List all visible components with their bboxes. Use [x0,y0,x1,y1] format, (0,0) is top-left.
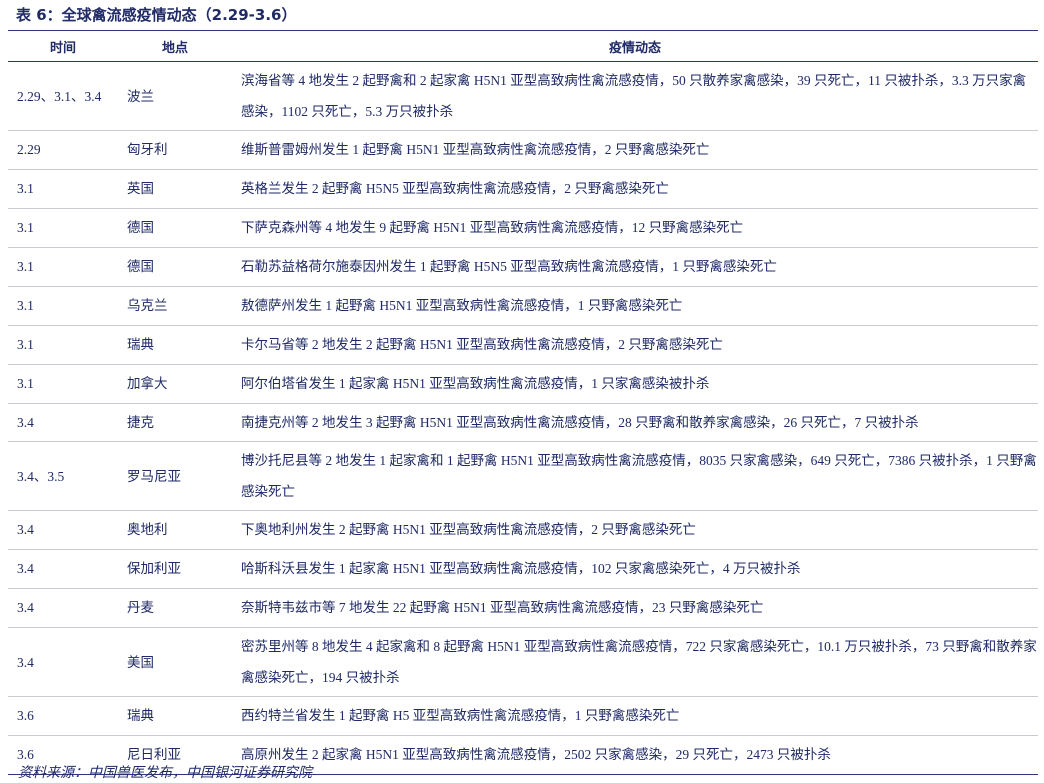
header-row: 时间 地点 疫情动态 [8,30,1038,62]
table-cell: 奥地利 [118,510,232,550]
table-cell: 美国 [118,627,232,697]
table-cell: 下奥地利州发生 2 起野禽 H5N1 亚型高致病性禽流感疫情，2 只野禽感染死亡 [232,510,1038,550]
table-cell: 3.1 [8,208,118,248]
table-cell: 瑞典 [118,325,232,365]
table-cell: 英格兰发生 2 起野禽 H5N5 亚型高致病性禽流感疫情，2 只野禽感染死亡 [232,169,1038,209]
table-cell: 3.4 [8,549,118,589]
table-row: 3.1 瑞典 卡尔马省等 2 地发生 2 起野禽 H5N1 亚型高致病性禽流感疫情，… [8,325,1038,365]
table-cell: 瑞典 [118,696,232,736]
table-cell: 阿尔伯塔省发生 1 起家禽 H5N1 亚型高致病性禽流感疫情，1 只家禽感染被扑… [232,364,1038,404]
table-cell: 高原州发生 2 起家禽 H5N1 亚型高致病性禽流感疫情，2502 只家禽感染，… [232,735,1038,775]
table-cell: 波兰 [118,61,232,131]
table-cell: 3.4 [8,403,118,442]
table-row: 3.4 美国 密苏里州等 8 地发生 4 起家禽和 8 起野禽 H5N1 亚型高致病… [8,627,1038,697]
table-row: 3.4 捷克 南捷克州等 2 地发生 3 起野禽 H5N1 亚型高致病性禽流感疫情，… [8,403,1038,442]
table-title: 表 6：全球禽流感疫情动态（2.29-3.6） [16,6,297,24]
table-row: 3.1 德国 下萨克森州等 4 地发生 9 起野禽 H5N1 亚型高致病性禽流感疫情… [8,208,1038,248]
table-cell: 卡尔马省等 2 地发生 2 起野禽 H5N1 亚型高致病性禽流感疫情，2 只野禽… [232,325,1038,365]
table-row: 3.6 尼日利亚 高原州发生 2 起家禽 H5N1 亚型高致病性禽流感疫情，2502… [8,735,1038,775]
table-cell: 乌克兰 [118,286,232,326]
table-row: 3.1 德国 石勒苏益格荷尔施泰因州发生 1 起野禽 H5N5 亚型高致病性禽流感疫… [8,247,1038,287]
table-cell: 3.1 [8,169,118,209]
table-cell: 尼日利亚 [118,735,232,775]
table-cell: 捷克 [118,403,232,442]
table-row: 3.4 保加利亚 哈斯科沃县发生 1 起家禽 H5N1 亚型高致病性禽流感疫情，10… [8,549,1038,589]
table-cell: 匈牙利 [118,130,232,170]
table-cell: 英国 [118,169,232,209]
table-row: 3.4、3.5 罗马尼亚 博沙托尼县等 2 地发生 1 起家禽和 1 起野禽 H5N… [8,441,1038,511]
table-cell: 2.29 [8,130,118,170]
table-cell: 哈斯科沃县发生 1 起家禽 H5N1 亚型高致病性禽流感疫情，102 只家禽感染… [232,549,1038,589]
table-cell: 南捷克州等 2 地发生 3 起野禽 H5N1 亚型高致病性禽流感疫情，28 只野… [232,403,1038,442]
table-cell: 密苏里州等 8 地发生 4 起家禽和 8 起野禽 H5N1 亚型高致病性禽流感疫… [232,627,1038,697]
table-cell: 3.6 [8,696,118,736]
table-cell: 保加利亚 [118,549,232,589]
table-cell: 西约特兰省发生 1 起野禽 H5 亚型高致病性禽流感疫情，1 只野禽感染死亡 [232,696,1038,736]
column-header: 地点 [118,30,232,62]
table-cell: 罗马尼亚 [118,441,232,511]
column-header: 时间 [8,30,118,62]
table-cell: 3.4 [8,510,118,550]
table-row: 3.1 乌克兰 敖德萨州发生 1 起野禽 H5N1 亚型高致病性禽流感疫情，1 只野… [8,286,1038,326]
table-cell: 加拿大 [118,364,232,404]
table-cell: 3.4 [8,627,118,697]
table-cell: 3.4、3.5 [8,441,118,511]
table-cell: 3.4 [8,588,118,628]
table-cell: 德国 [118,247,232,287]
table-row: 2.29 匈牙利 维斯普雷姆州发生 1 起野禽 H5N1 亚型高致病性禽流感疫情，2… [8,130,1038,170]
table-row: 3.1 英国 英格兰发生 2 起野禽 H5N5 亚型高致病性禽流感疫情，2 只野禽感… [8,169,1038,209]
table-cell: 2.29、3.1、3.4 [8,61,118,131]
table-cell: 维斯普雷姆州发生 1 起野禽 H5N1 亚型高致病性禽流感疫情，2 只野禽感染死… [232,130,1038,170]
table-row: 3.1 加拿大 阿尔伯塔省发生 1 起家禽 H5N1 亚型高致病性禽流感疫情，1 只… [8,364,1038,404]
table-row: 3.4 奥地利 下奥地利州发生 2 起野禽 H5N1 亚型高致病性禽流感疫情，2 只… [8,510,1038,550]
table-cell: 博沙托尼县等 2 地发生 1 起家禽和 1 起野禽 H5N1 亚型高致病性禽流感… [232,441,1038,511]
table-row: 2.29、3.1、3.4 波兰 滨海省等 4 地发生 2 起野禽和 2 起家禽 H5… [8,61,1038,131]
table-cell: 3.6 [8,735,118,775]
table-row: 3.4 丹麦 奈斯特韦兹市等 7 地发生 22 起野禽 H5N1 亚型高致病性禽流感… [8,588,1038,628]
column-header: 疫情动态 [232,30,1038,62]
table-cell: 3.1 [8,286,118,326]
table-cell: 石勒苏益格荷尔施泰因州发生 1 起野禽 H5N5 亚型高致病性禽流感疫情，1 只… [232,247,1038,287]
table-cell: 丹麦 [118,588,232,628]
table-cell: 3.1 [8,247,118,287]
table-cell: 下萨克森州等 4 地发生 9 起野禽 H5N1 亚型高致病性禽流感疫情，12 只… [232,208,1038,248]
table-cell: 德国 [118,208,232,248]
source-note: 资料来源：中国兽医发布，中国银河证券研究院 [18,766,312,781]
table-cell: 3.1 [8,364,118,404]
table: 时间 地点 疫情动态 2.29、3.1、3.4 波兰 滨海省等 4 地发生 2 起野禽和… [8,30,1038,775]
table-cell: 3.1 [8,325,118,365]
table-cell: 奈斯特韦兹市等 7 地发生 22 起野禽 H5N1 亚型高致病性禽流感疫情，23… [232,588,1038,628]
table-cell: 滨海省等 4 地发生 2 起野禽和 2 起家禽 H5N1 亚型高致病性禽流感疫情… [232,61,1038,131]
table-row: 3.6 瑞典 西约特兰省发生 1 起野禽 H5 亚型高致病性禽流感疫情，1 只野禽感… [8,696,1038,736]
table-cell: 敖德萨州发生 1 起野禽 H5N1 亚型高致病性禽流感疫情，1 只野禽感染死亡 [232,286,1038,326]
